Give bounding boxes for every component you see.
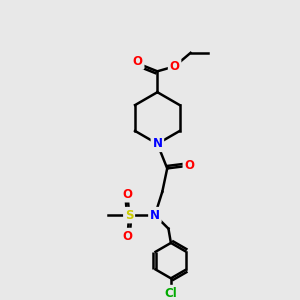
Text: S: S — [125, 208, 134, 222]
Text: O: O — [184, 160, 194, 172]
Text: N: N — [152, 137, 162, 150]
Text: Cl: Cl — [164, 286, 177, 300]
Text: O: O — [123, 230, 133, 242]
Text: N: N — [150, 208, 160, 222]
Text: O: O — [123, 188, 133, 201]
Text: O: O — [133, 55, 143, 68]
Text: O: O — [169, 60, 180, 73]
